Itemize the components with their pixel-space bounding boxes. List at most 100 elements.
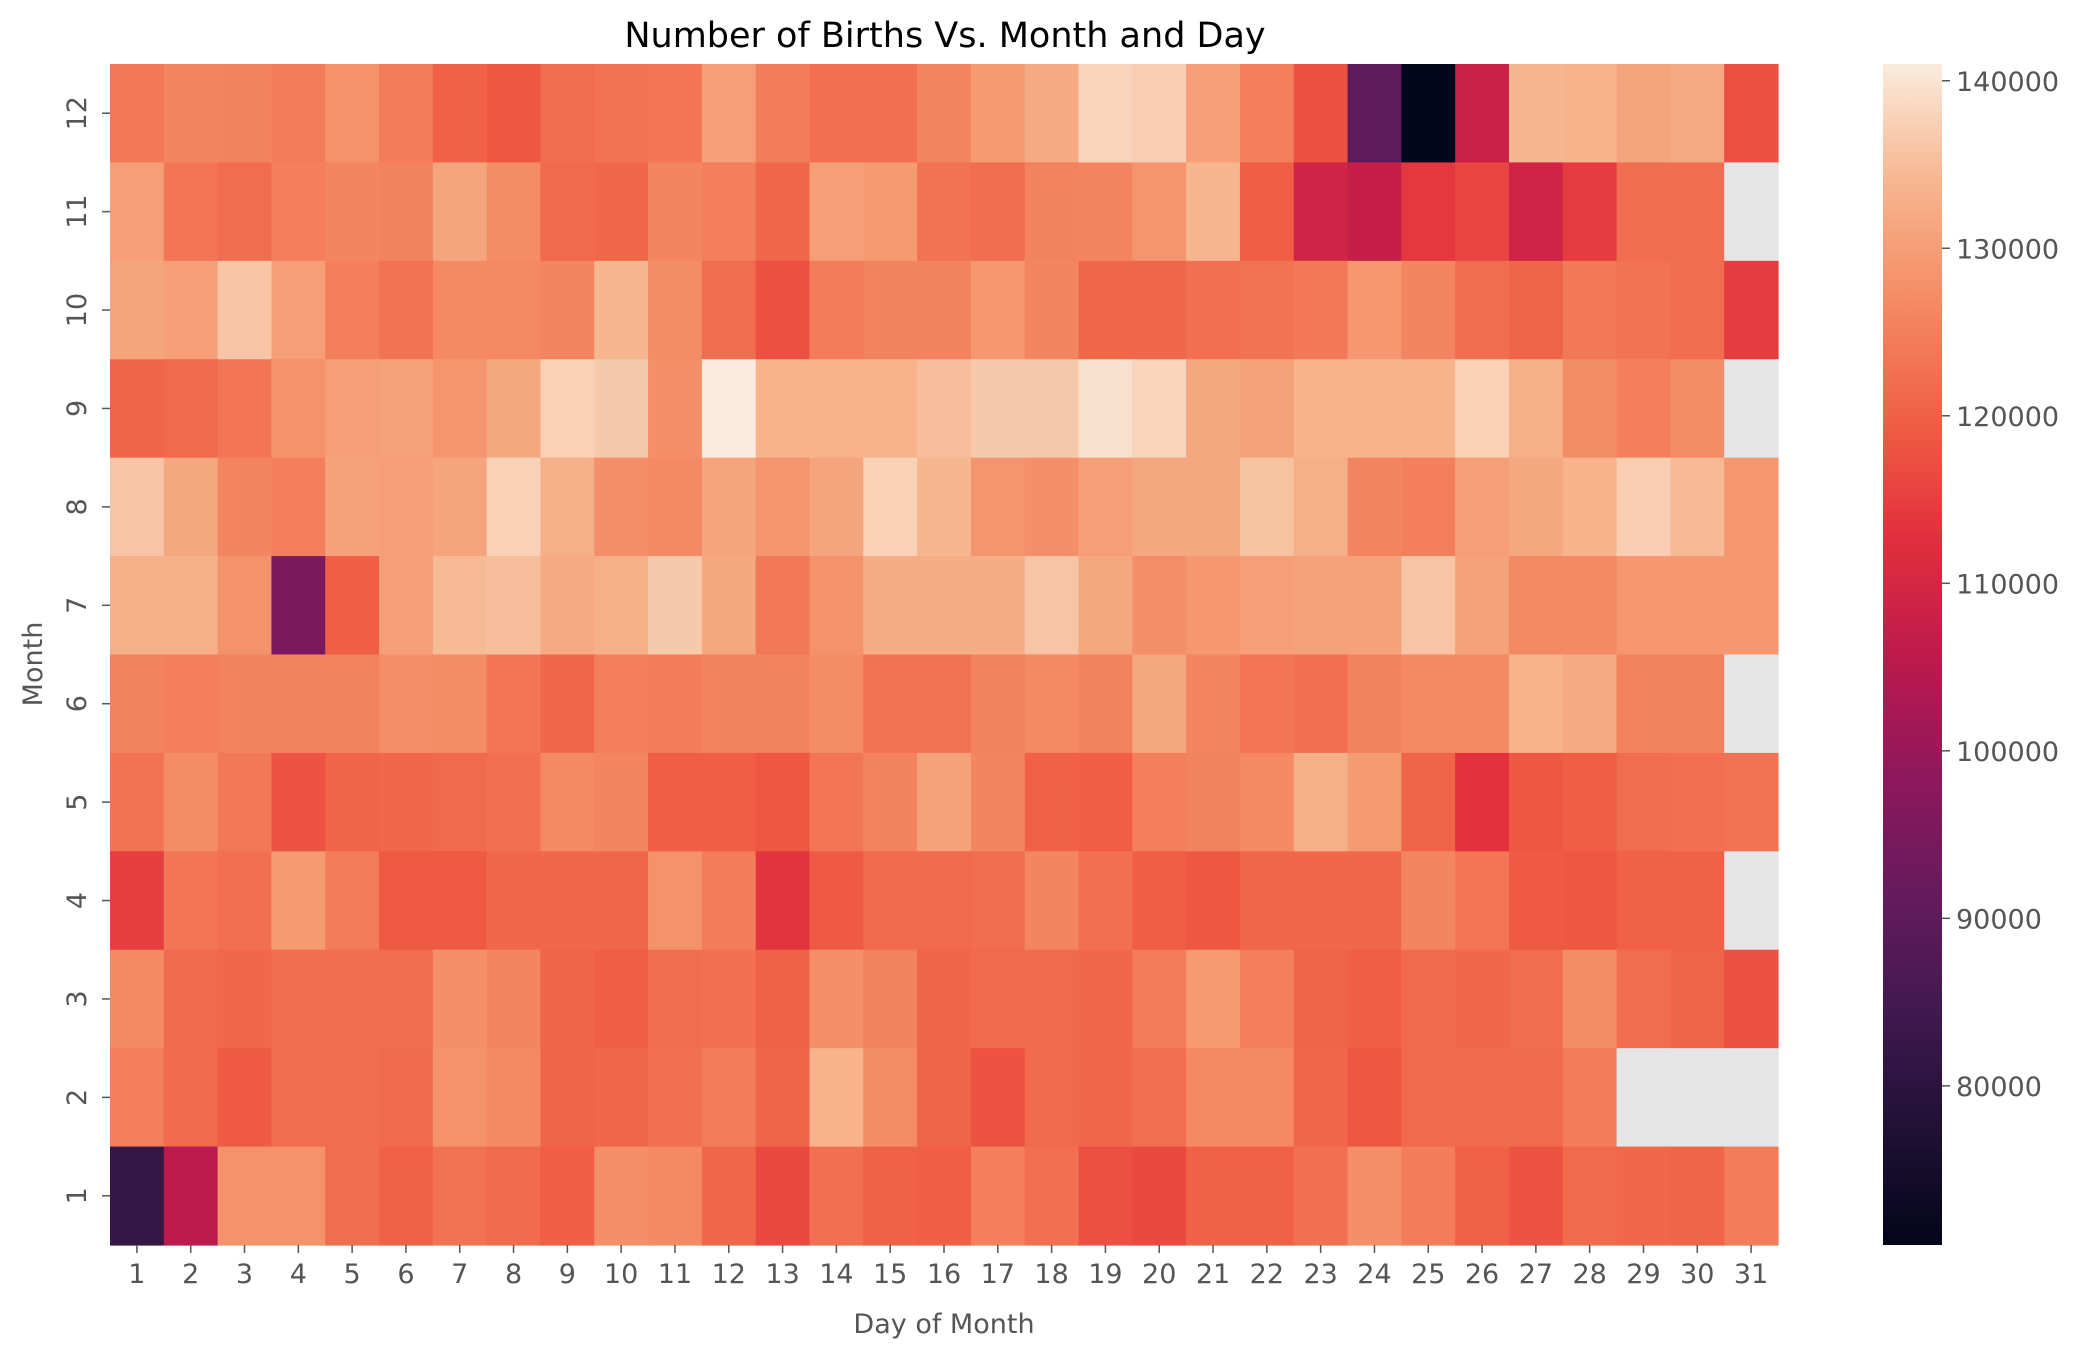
heatmap-cell-m8-d14 [809, 457, 864, 557]
heatmap-cell-m9-d12 [701, 359, 757, 459]
heatmap-cell-m10-d14 [809, 260, 864, 360]
heatmap-cell-m9-d13 [755, 359, 811, 459]
x-tick-label: 16 [927, 1259, 961, 1290]
heatmap-cell-m12-d3 [217, 64, 273, 164]
heatmap-cell-m12-d1 [110, 64, 165, 164]
heatmap-cell-m2-d29 [1616, 1048, 1671, 1148]
heatmap-cell-m11-d6 [379, 162, 434, 262]
heatmap-cell-m11-d23 [1293, 162, 1349, 262]
heatmap-cell-m2-d28 [1562, 1048, 1618, 1148]
heatmap-cell-m2-d10 [594, 1048, 649, 1148]
heatmap-cell-m2-d3 [217, 1048, 273, 1148]
heatmap-cell-m5-d26 [1455, 752, 1510, 852]
heatmap-cell-m10-d1 [110, 260, 165, 360]
heatmap-cell-m9-d22 [1239, 359, 1295, 459]
heatmap-cell-m6-d19 [1078, 654, 1133, 754]
heatmap-cell-m10-d29 [1616, 260, 1671, 360]
heatmap-cell-m8-d4 [271, 457, 326, 557]
heatmap-cell-m3-d20 [1132, 949, 1187, 1049]
heatmap-cell-m1-d4 [271, 1146, 326, 1246]
heatmap-cell-m9-d25 [1401, 359, 1456, 459]
heatmap-cell-m5-d28 [1562, 752, 1618, 852]
heatmap-cell-m4-d8 [486, 851, 542, 951]
heatmap-cell-m7-d30 [1670, 556, 1725, 656]
heatmap-cell-m3-d30 [1670, 949, 1725, 1049]
y-tick-label: 11 [62, 194, 93, 228]
heatmap-cell-m4-d17 [970, 851, 1026, 951]
heatmap-cell-m10-d12 [701, 260, 757, 360]
heatmap-cell-m8-d19 [1078, 457, 1133, 557]
heatmap-cell-m2-d2 [163, 1048, 219, 1148]
heatmap-cell-m6-d22 [1239, 654, 1295, 754]
heatmap-cell-m2-d14 [809, 1048, 864, 1148]
heatmap-cell-m5-d17 [970, 752, 1026, 852]
heatmap-cell-m11-d2 [163, 162, 219, 262]
heatmap-cell-m2-d5 [325, 1048, 380, 1148]
heatmap-cell-m12-d10 [594, 64, 649, 164]
heatmap-cell-m9-d16 [917, 359, 972, 459]
heatmap-cell-m1-d24 [1347, 1146, 1402, 1246]
heatmap-cell-m11-d7 [432, 162, 488, 262]
heatmap-cell-m8-d21 [1186, 457, 1241, 557]
heatmap-cell-m3-d19 [1078, 949, 1133, 1049]
heatmap-cell-m12-d9 [540, 64, 595, 164]
heatmap-cell-m11-d26 [1455, 162, 1510, 262]
heatmap-cell-m4-d27 [1508, 851, 1564, 951]
heatmap-cell-m10-d2 [163, 260, 219, 360]
heatmap-cell-m7-d5 [325, 556, 380, 656]
heatmap-cell-m12-d7 [432, 64, 488, 164]
heatmap-cell-m10-d19 [1078, 260, 1133, 360]
x-tick-label: 4 [290, 1259, 307, 1290]
heatmap-cell-m3-d7 [432, 949, 488, 1049]
heatmap-cell-m11-d12 [701, 162, 757, 262]
heatmap-cell-m1-d11 [648, 1146, 703, 1246]
heatmap-cell-m2-d22 [1239, 1048, 1295, 1148]
x-tick-label: 20 [1142, 1259, 1176, 1290]
heatmap-cell-m1-d28 [1562, 1146, 1618, 1246]
heatmap-cell-m9-d1 [110, 359, 165, 459]
heatmap-cell-m5-d3 [217, 752, 273, 852]
heatmap-cell-m7-d9 [540, 556, 595, 656]
x-axis-label: Day of Month [853, 1309, 1034, 1340]
heatmap-cell-m9-d28 [1562, 359, 1618, 459]
x-tick-label: 19 [1088, 1259, 1122, 1290]
y-tick-label: 1 [62, 1187, 93, 1204]
heatmap-cell-m3-d26 [1455, 949, 1510, 1049]
x-tick-label: 7 [451, 1259, 468, 1290]
heatmap-cell-m11-d30 [1670, 162, 1725, 262]
heatmap-cell-m12-d30 [1670, 64, 1725, 164]
heatmap-cell-m10-d27 [1508, 260, 1564, 360]
heatmap-cell-m4-d19 [1078, 851, 1133, 951]
heatmap-cell-m3-d11 [648, 949, 703, 1049]
x-tick-label: 5 [344, 1259, 361, 1290]
heatmap-cell-m10-d26 [1455, 260, 1510, 360]
heatmap-cell-m6-d7 [432, 654, 488, 754]
heatmap-cell-m10-d6 [379, 260, 434, 360]
heatmap-cell-m11-d18 [1024, 162, 1080, 262]
heatmap-cell-m6-d5 [325, 654, 380, 754]
heatmap-cell-m3-d16 [917, 949, 972, 1049]
heatmap-cell-m4-d16 [917, 851, 972, 951]
heatmap-cell-m5-d24 [1347, 752, 1402, 852]
colorbar-tick-label: 120000 [1956, 402, 2059, 433]
x-tick-label: 10 [604, 1259, 638, 1290]
heatmap-cell-m11-d20 [1132, 162, 1187, 262]
heatmap-cell-m6-d14 [809, 654, 864, 754]
heatmap-cell-m7-d27 [1508, 556, 1564, 656]
heatmap-cell-m8-d1 [110, 457, 165, 557]
heatmap-cell-m2-d15 [863, 1048, 918, 1148]
heatmap-cell-m1-d9 [540, 1146, 595, 1246]
heatmap-cell-m11-d27 [1508, 162, 1564, 262]
heatmap-cell-m11-d28 [1562, 162, 1618, 262]
heatmap-cell-m12-d14 [809, 64, 864, 164]
heatmap-cell-m8-d8 [486, 457, 542, 557]
heatmap-cell-m12-d31 [1724, 64, 1779, 164]
y-axis-ticks: 12 11 10 9 8 7 6 5 4 3 2 1 [62, 96, 110, 1204]
heatmap-cell-m3-d17 [970, 949, 1026, 1049]
heatmap-cell-m11-d22 [1239, 162, 1295, 262]
heatmap-cell-m5-d31 [1724, 752, 1779, 852]
heatmap-cell-m7-d17 [970, 556, 1026, 656]
x-tick-label: 18 [1034, 1259, 1068, 1290]
heatmap-cell-m6-d2 [163, 654, 219, 754]
heatmap-cell-m7-d8 [486, 556, 542, 656]
